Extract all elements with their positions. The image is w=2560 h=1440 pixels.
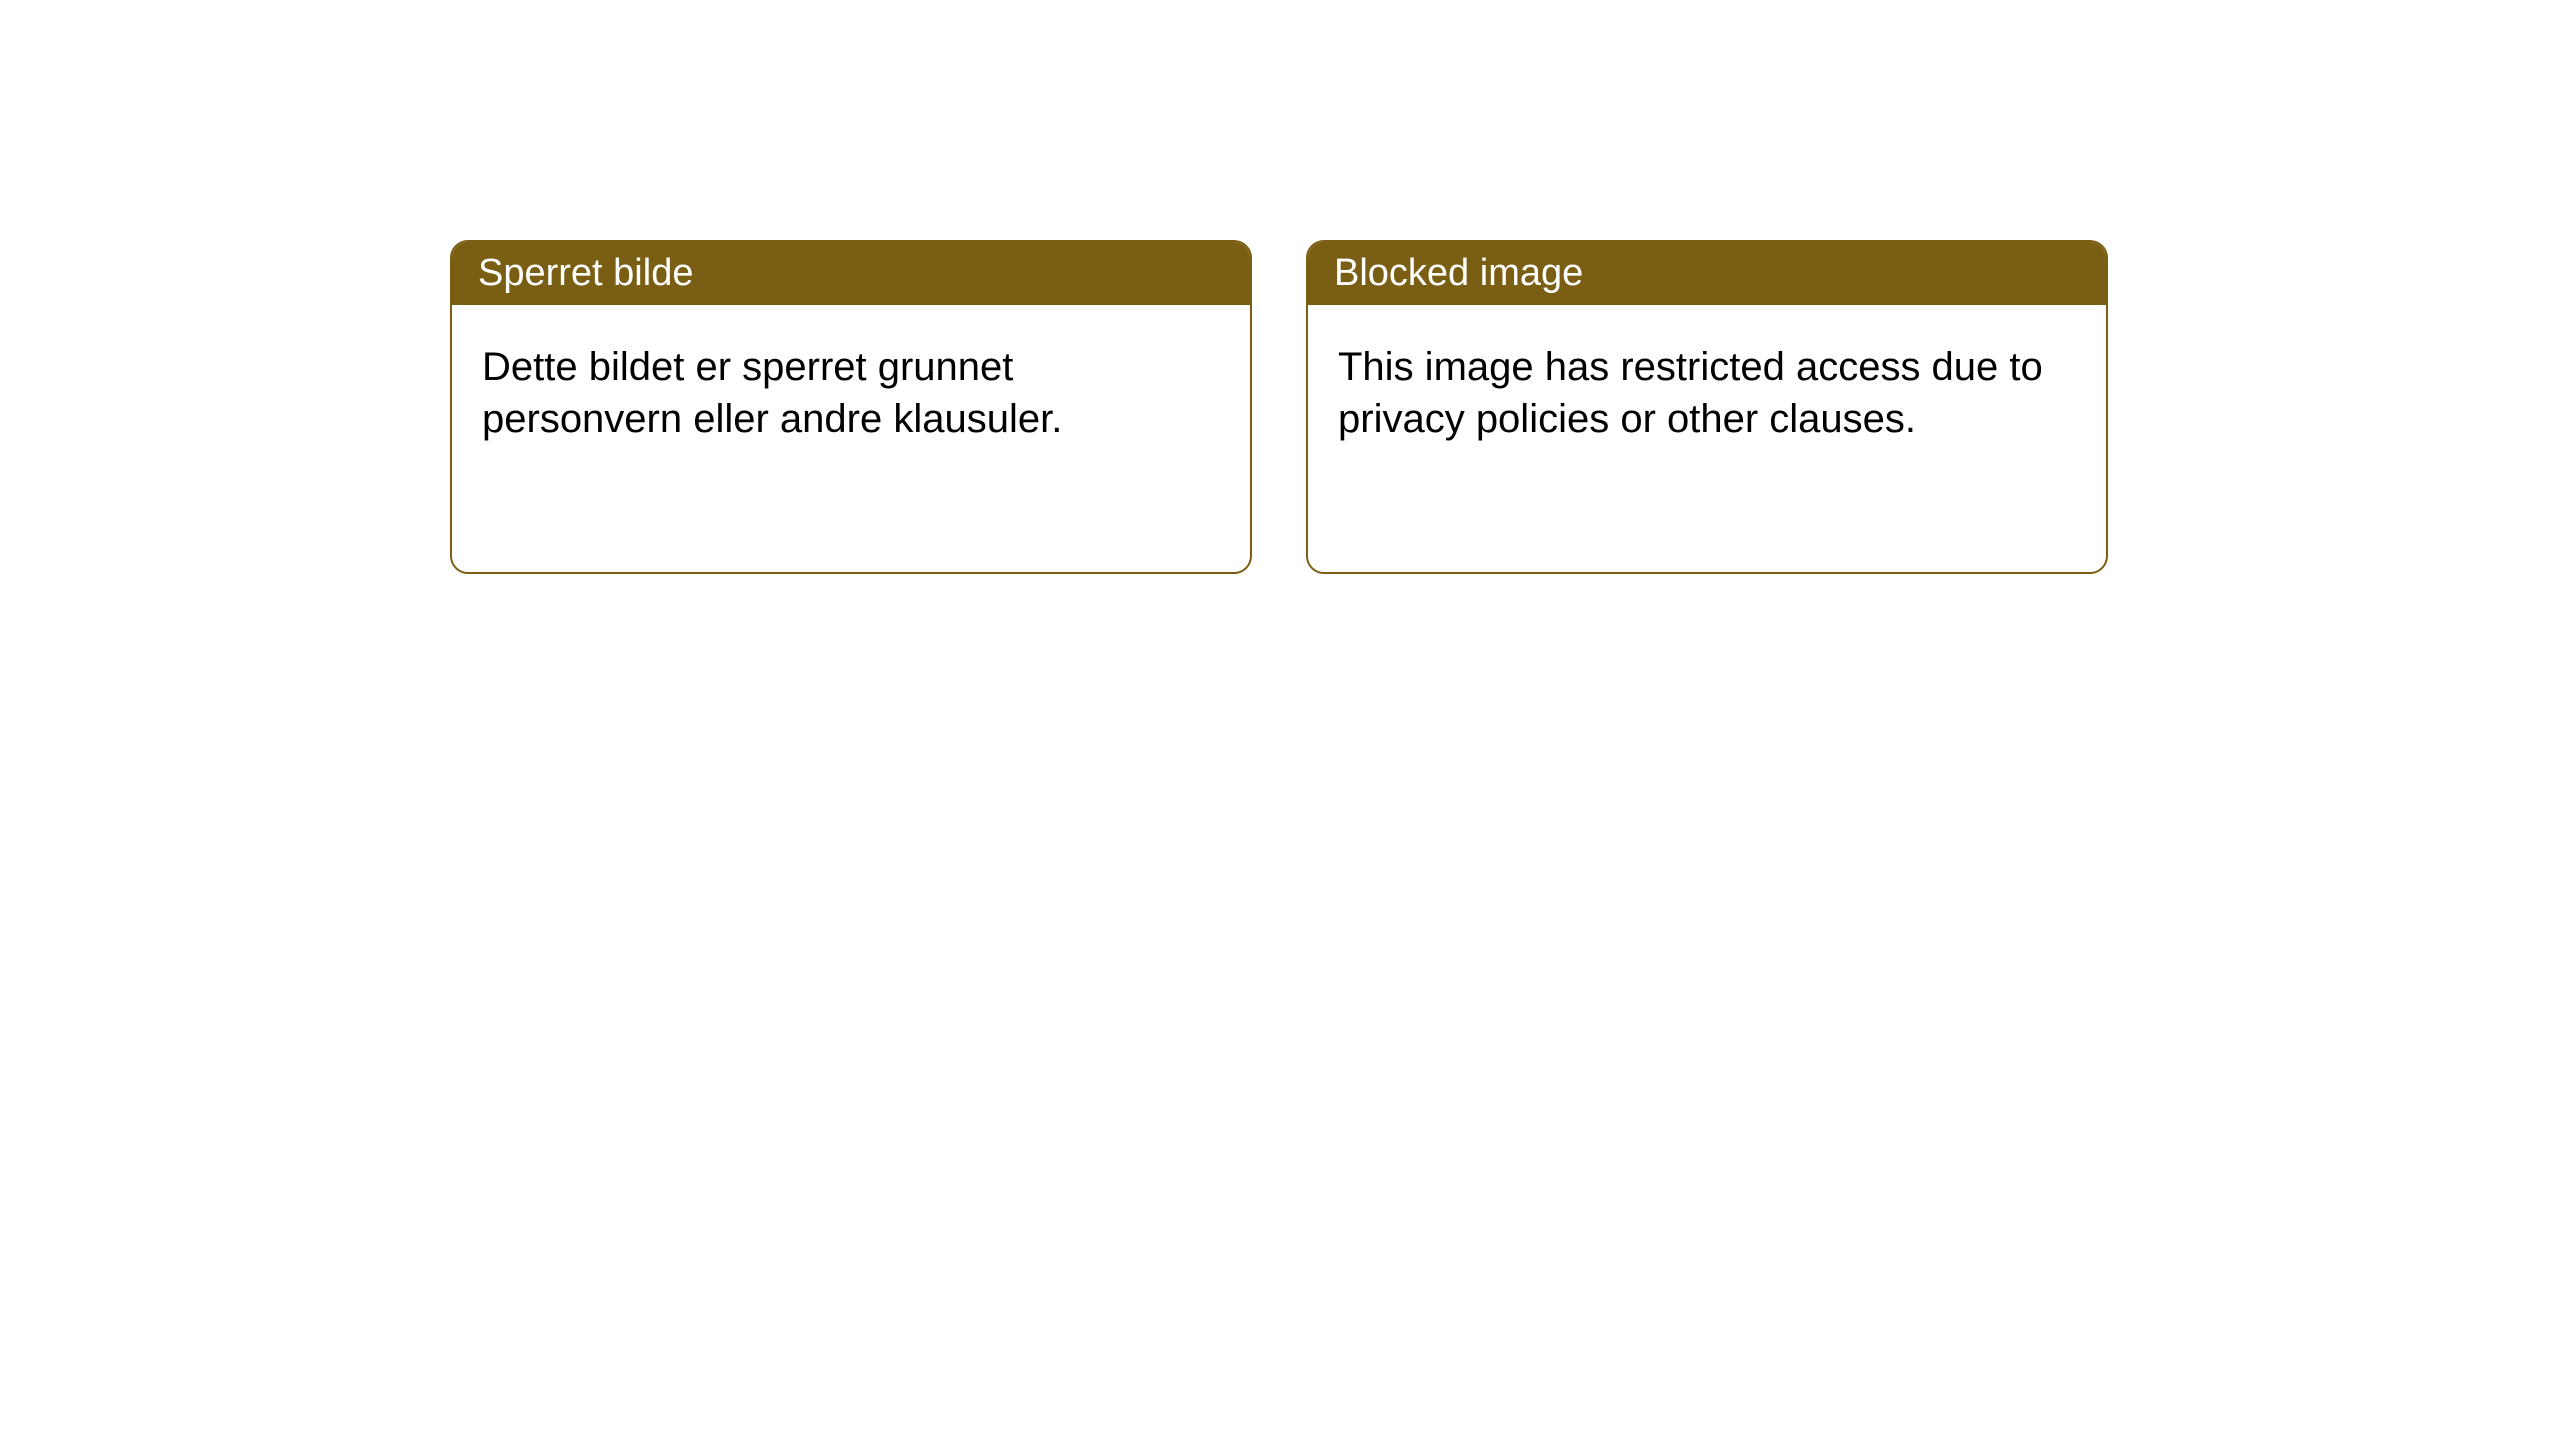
notice-box-norwegian: Sperret bilde Dette bildet er sperret gr…	[450, 240, 1252, 574]
notice-header: Sperret bilde	[452, 242, 1250, 305]
notice-body: This image has restricted access due to …	[1308, 305, 2106, 481]
notice-box-english: Blocked image This image has restricted …	[1306, 240, 2108, 574]
notice-header: Blocked image	[1308, 242, 2106, 305]
notice-container: Sperret bilde Dette bildet er sperret gr…	[0, 0, 2560, 574]
notice-body: Dette bildet er sperret grunnet personve…	[452, 305, 1250, 481]
